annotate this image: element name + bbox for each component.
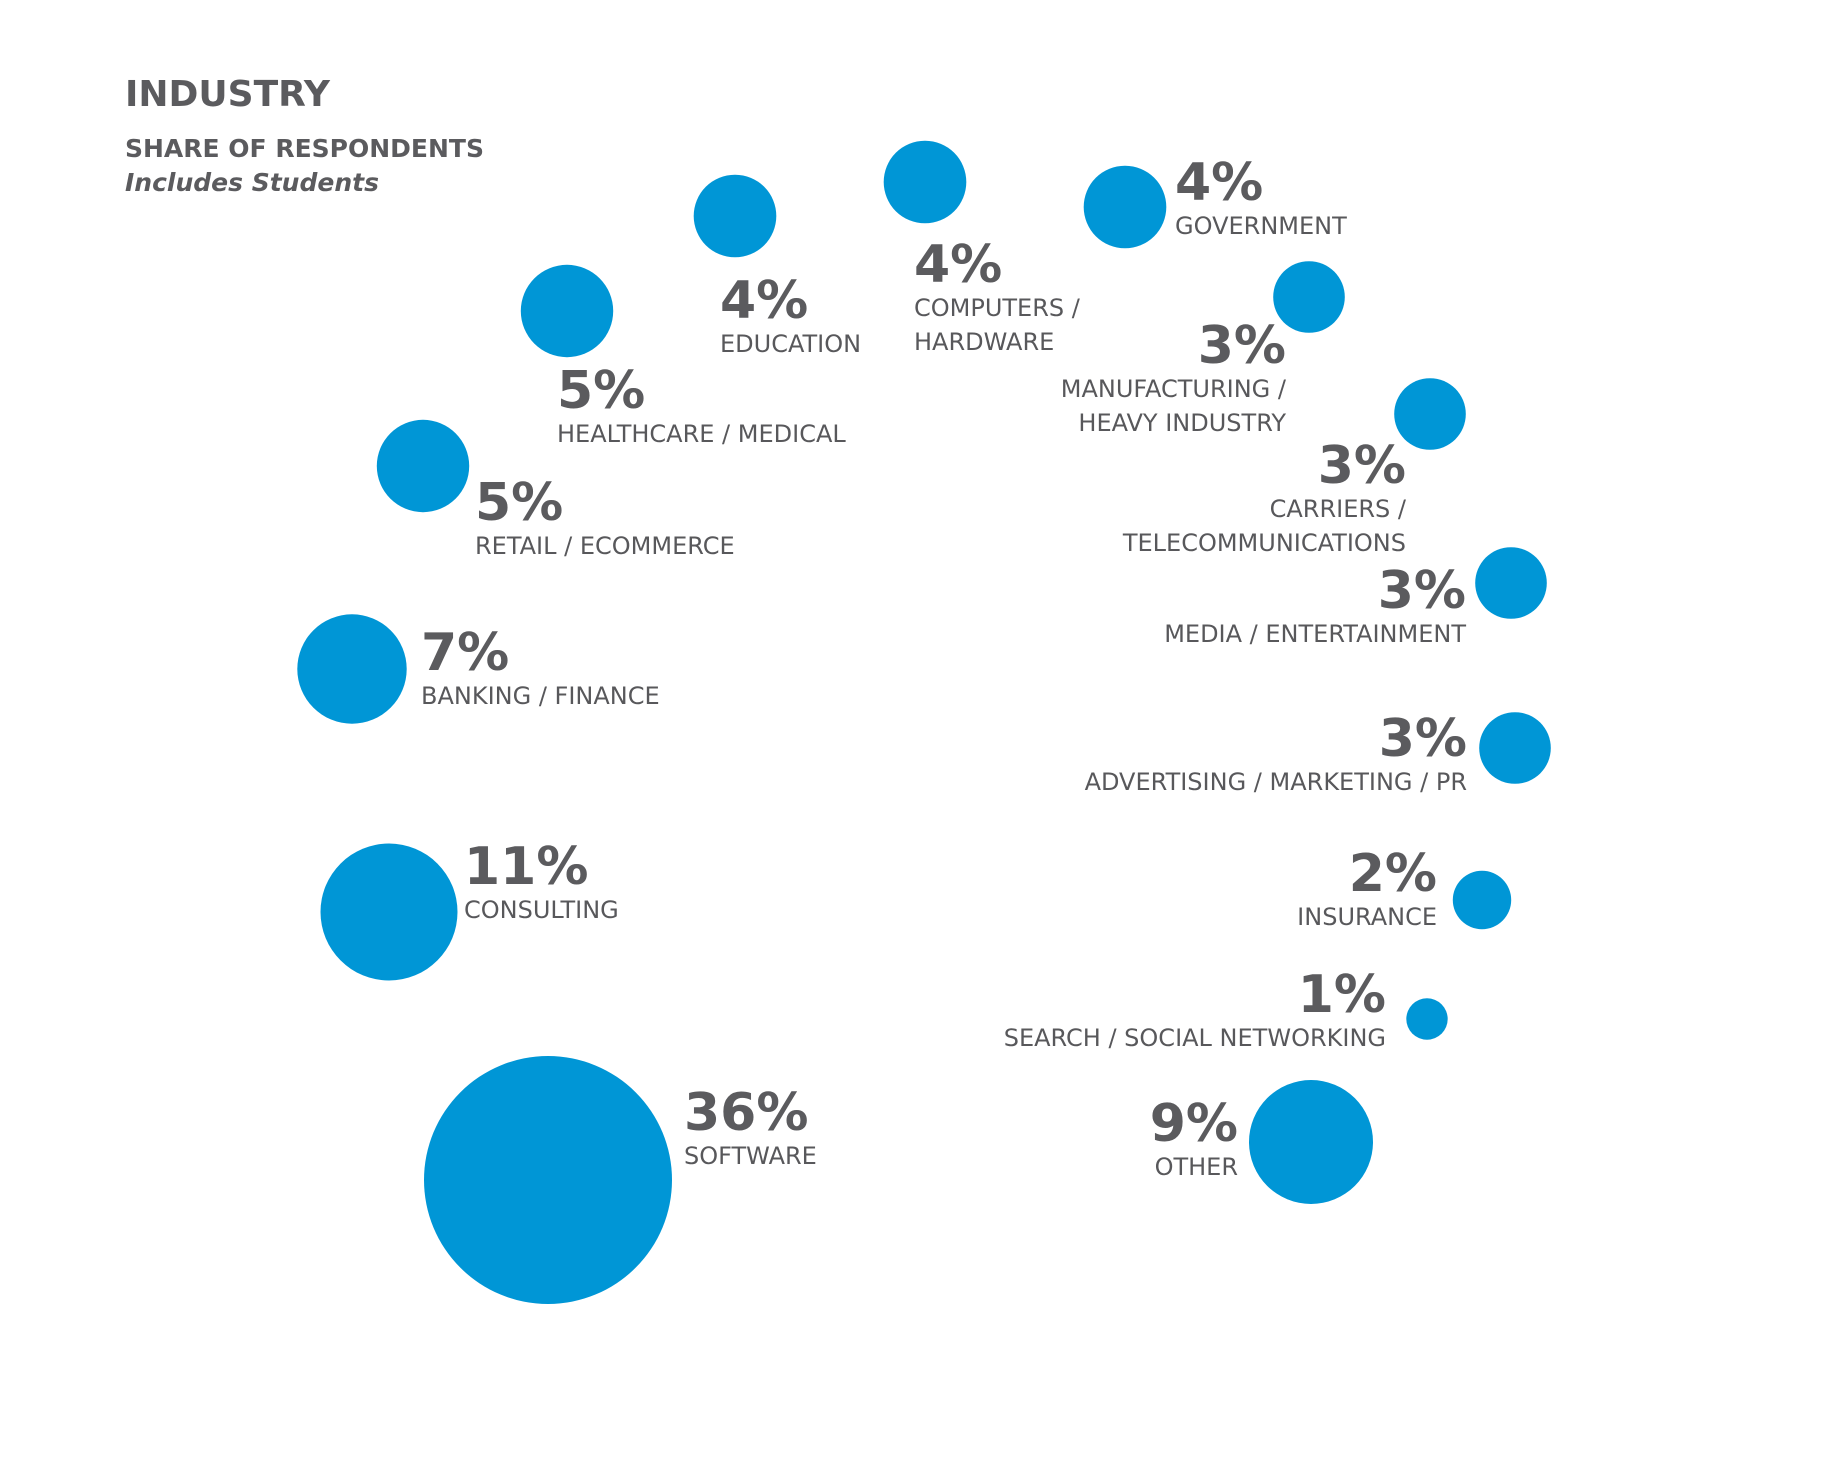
bubble-12 — [1452, 870, 1512, 930]
category-label-11-0: ADVERTISING / MARKETING / PR — [1085, 768, 1467, 796]
bubble-3 — [376, 419, 470, 513]
value-label-2: 7% — [421, 623, 509, 683]
value-label-9: 3% — [1318, 436, 1406, 496]
category-label-8-1: HEAVY INDUSTRY — [1078, 409, 1286, 437]
bubble-1 — [320, 843, 458, 981]
category-label-12-0: INSURANCE — [1297, 903, 1437, 931]
bubble-2 — [297, 614, 407, 724]
category-label-14-0: OTHER — [1155, 1153, 1238, 1181]
bubble-11 — [1479, 712, 1551, 784]
category-label-1-0: CONSULTING — [464, 896, 619, 924]
value-label-4: 5% — [557, 361, 645, 421]
bubble-5 — [693, 174, 777, 258]
bubble-0 — [424, 1056, 672, 1304]
chart-subtitle: SHARE OF RESPONDENTS — [125, 134, 484, 163]
value-label-3: 5% — [475, 473, 563, 533]
bubble-8 — [1273, 261, 1345, 333]
category-label-4-0: HEALTHCARE / MEDICAL — [557, 420, 846, 448]
category-label-7-0: GOVERNMENT — [1175, 212, 1347, 240]
category-label-3-0: RETAIL / ECOMMERCE — [475, 532, 735, 560]
bubble-4 — [520, 264, 614, 358]
bubble-14 — [1249, 1080, 1373, 1204]
value-label-5: 4% — [720, 271, 808, 331]
value-label-0: 36% — [684, 1083, 808, 1143]
value-label-6: 4% — [914, 235, 1002, 295]
chart-note: Includes Students — [125, 168, 379, 197]
value-label-11: 3% — [1379, 709, 1467, 769]
chart-title: INDUSTRY — [125, 74, 331, 115]
bubble-6 — [883, 140, 967, 224]
value-label-14: 9% — [1150, 1094, 1238, 1154]
bubble-13 — [1406, 998, 1448, 1040]
category-label-8-0: MANUFACTURING / — [1061, 375, 1287, 403]
category-label-0-0: SOFTWARE — [684, 1142, 817, 1170]
category-label-6-0: COMPUTERS / — [914, 294, 1081, 322]
label-group: 36%SOFTWARE 11%CONSULTING 7%BANKING / FINA… — [421, 153, 1467, 1181]
value-label-7: 4% — [1175, 153, 1263, 213]
category-label-5-0: EDUCATION — [720, 330, 861, 358]
category-label-2-0: BANKING / FINANCE — [421, 682, 660, 710]
value-label-13: 1% — [1298, 965, 1386, 1025]
category-label-9-0: CARRIERS / — [1270, 495, 1407, 523]
bubble-7 — [1083, 165, 1167, 249]
value-label-1: 11% — [464, 837, 588, 897]
category-label-13-0: SEARCH / SOCIAL NETWORKING — [1004, 1024, 1386, 1052]
category-label-6-1: HARDWARE — [914, 328, 1054, 356]
category-label-10-0: MEDIA / ENTERTAINMENT — [1164, 620, 1466, 648]
value-label-8: 3% — [1198, 316, 1286, 376]
value-label-10: 3% — [1378, 561, 1466, 621]
bubble-9 — [1394, 378, 1466, 450]
bubble-10 — [1475, 547, 1547, 619]
bubble-group — [297, 140, 1551, 1304]
category-label-9-1: TELECOMMUNICATIONS — [1122, 529, 1406, 557]
value-label-12: 2% — [1349, 844, 1437, 904]
